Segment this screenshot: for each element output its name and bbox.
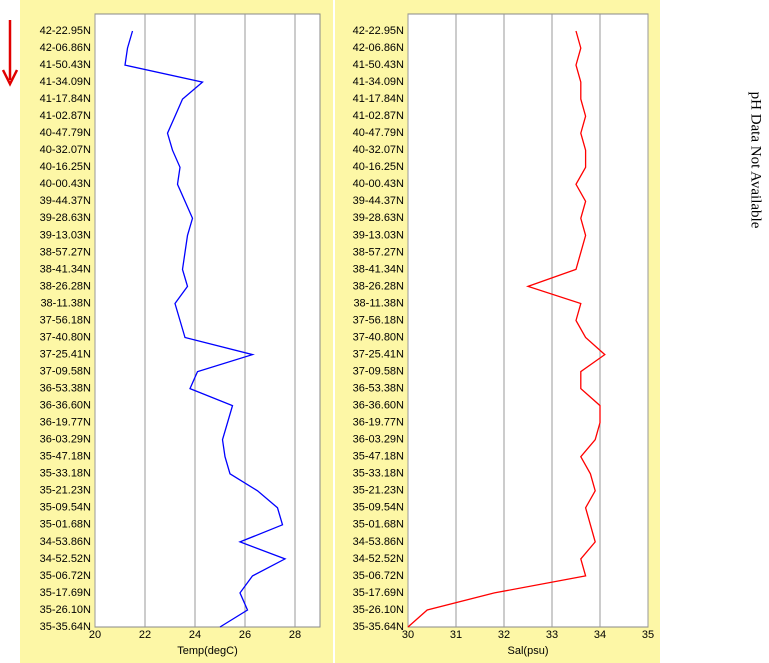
y-tick-label: 35-06.72N bbox=[353, 570, 404, 582]
y-tick-label: 40-00.43N bbox=[353, 178, 404, 190]
y-tick-label: 35-09.54N bbox=[40, 502, 91, 514]
y-tick-label: 38-41.34N bbox=[353, 263, 404, 275]
y-tick-label: 38-11.38N bbox=[40, 297, 91, 309]
x-tick-label: 34 bbox=[594, 629, 606, 641]
y-tick-label: 36-19.77N bbox=[40, 417, 91, 429]
y-tick-label: 41-02.87N bbox=[40, 110, 91, 122]
y-tick-label: 35-09.54N bbox=[353, 502, 404, 514]
x-tick-label: 26 bbox=[239, 629, 251, 641]
data-line bbox=[124, 30, 287, 628]
y-tick-label: 38-26.28N bbox=[40, 280, 91, 292]
y-tick-label: 39-28.63N bbox=[40, 212, 91, 224]
x-tick-label: 28 bbox=[289, 629, 301, 641]
y-tick-label: 38-41.34N bbox=[40, 263, 91, 275]
y-tick-label: 38-57.27N bbox=[353, 246, 404, 258]
x-tick-label: 35 bbox=[642, 629, 654, 641]
plot-area bbox=[407, 13, 649, 628]
y-tick-label: 41-34.09N bbox=[353, 76, 404, 88]
y-tick-label: 36-53.38N bbox=[353, 383, 404, 395]
y-tick-label: 41-17.84N bbox=[40, 93, 91, 105]
y-tick-label: 37-56.18N bbox=[353, 314, 404, 326]
y-tick-label: 37-56.18N bbox=[40, 314, 91, 326]
y-tick-label: 42-06.86N bbox=[40, 42, 91, 54]
y-tick-label: 36-36.60N bbox=[353, 400, 404, 412]
y-tick-label: 39-13.03N bbox=[353, 229, 404, 241]
y-tick-label: 39-44.37N bbox=[353, 195, 404, 207]
annotation: pH Data Not Available bbox=[748, 92, 764, 229]
y-tick-label: 36-03.29N bbox=[353, 434, 404, 446]
x-axis-label: Temp(degC) bbox=[177, 645, 238, 657]
y-tick-label: 40-47.79N bbox=[40, 127, 91, 139]
y-tick-label: 37-09.58N bbox=[353, 365, 404, 377]
y-tick-label: 40-47.79N bbox=[353, 127, 404, 139]
x-tick-label: 20 bbox=[89, 629, 101, 641]
y-tick-label: 35-21.23N bbox=[40, 485, 91, 497]
y-tick-label: 35-33.18N bbox=[40, 468, 91, 480]
y-tick-label: 36-03.29N bbox=[40, 434, 91, 446]
y-tick-label: 40-00.43N bbox=[40, 178, 91, 190]
y-tick-label: 35-35.64N bbox=[40, 621, 91, 633]
y-tick-label: 38-26.28N bbox=[353, 280, 404, 292]
y-tick-label: 35-01.68N bbox=[40, 519, 91, 531]
y-tick-label: 40-16.25N bbox=[40, 161, 91, 173]
y-tick-label: 35-35.64N bbox=[353, 621, 404, 633]
y-tick-label: 41-02.87N bbox=[353, 110, 404, 122]
y-tick-label: 38-11.38N bbox=[353, 297, 404, 309]
y-tick-label: 36-19.77N bbox=[353, 417, 404, 429]
y-tick-label: 41-17.84N bbox=[353, 93, 404, 105]
x-tick-label: 30 bbox=[402, 629, 414, 641]
arrow bbox=[1, 20, 19, 87]
x-axis-label: Sal(psu) bbox=[508, 645, 549, 657]
y-tick-label: 34-52.52N bbox=[353, 553, 404, 565]
y-tick-label: 37-25.41N bbox=[353, 348, 404, 360]
y-tick-label: 42-06.86N bbox=[353, 42, 404, 54]
y-tick-label: 41-34.09N bbox=[40, 76, 91, 88]
data-line bbox=[407, 30, 606, 628]
y-tick-label: 36-53.38N bbox=[40, 383, 91, 395]
y-tick-label: 40-32.07N bbox=[40, 144, 91, 156]
y-tick-label: 42-22.95N bbox=[40, 25, 91, 37]
y-tick-label: 35-26.10N bbox=[40, 604, 91, 616]
y-tick-label: 36-36.60N bbox=[40, 400, 91, 412]
y-tick-label: 40-16.25N bbox=[353, 161, 404, 173]
y-tick-label: 35-47.18N bbox=[353, 451, 404, 463]
y-tick-label: 34-53.86N bbox=[40, 536, 91, 548]
y-tick-label: 35-26.10N bbox=[353, 604, 404, 616]
y-tick-label: 35-06.72N bbox=[40, 570, 91, 582]
y-tick-label: 35-17.69N bbox=[40, 587, 91, 599]
y-tick-label: 39-44.37N bbox=[40, 195, 91, 207]
x-tick-label: 22 bbox=[139, 629, 151, 641]
y-tick-label: 37-40.80N bbox=[353, 331, 404, 343]
y-tick-label: 35-47.18N bbox=[40, 451, 91, 463]
y-tick-label: 42-22.95N bbox=[353, 25, 404, 37]
y-tick-label: 40-32.07N bbox=[353, 144, 404, 156]
x-tick-label: 24 bbox=[189, 629, 201, 641]
y-tick-label: 37-25.41N bbox=[40, 348, 91, 360]
x-tick-label: 31 bbox=[450, 629, 462, 641]
y-tick-label: 34-53.86N bbox=[353, 536, 404, 548]
y-tick-label: 37-09.58N bbox=[40, 365, 91, 377]
y-tick-label: 39-28.63N bbox=[353, 212, 404, 224]
x-tick-label: 32 bbox=[498, 629, 510, 641]
x-tick-label: 33 bbox=[546, 629, 558, 641]
charts: 20 22 24 26 28 42-22.95N 42-06.86N 41-50.43N 41-… bbox=[20, 0, 660, 663]
y-tick-label: 37-40.80N bbox=[40, 331, 91, 343]
y-tick-label: 35-17.69N bbox=[353, 587, 404, 599]
y-tick-label: 39-13.03N bbox=[40, 229, 91, 241]
y-tick-label: 35-01.68N bbox=[353, 519, 404, 531]
y-tick-label: 34-52.52N bbox=[40, 553, 91, 565]
y-tick-label: 41-50.43N bbox=[353, 59, 404, 71]
y-tick-label: 35-21.23N bbox=[353, 485, 404, 497]
plot-area bbox=[94, 13, 321, 628]
y-tick-label: 41-50.43N bbox=[40, 59, 91, 71]
y-tick-label: 35-33.18N bbox=[353, 468, 404, 480]
y-tick-label: 38-57.27N bbox=[40, 246, 91, 258]
